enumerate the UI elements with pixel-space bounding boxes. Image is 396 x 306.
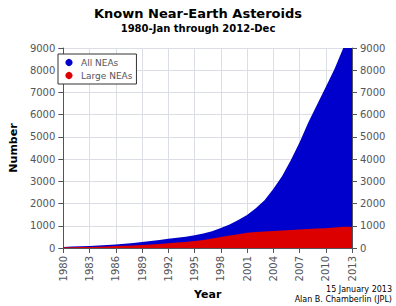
svg-text:3000: 3000: [30, 176, 55, 187]
svg-text:3000: 3000: [360, 176, 385, 187]
svg-text:8000: 8000: [30, 65, 55, 76]
svg-text:9000: 9000: [360, 43, 385, 54]
svg-text:Large NEAs: Large NEAs: [81, 71, 133, 81]
svg-text:0: 0: [49, 243, 55, 254]
svg-text:2000: 2000: [30, 198, 55, 209]
svg-text:Known Near-Earth Asteroids: Known Near-Earth Asteroids: [94, 6, 302, 21]
svg-text:15 January 2013: 15 January 2013: [326, 285, 392, 294]
svg-text:2004: 2004: [268, 256, 279, 281]
svg-text:7000: 7000: [30, 87, 55, 98]
svg-text:1000: 1000: [360, 220, 385, 231]
svg-text:9000: 9000: [30, 43, 55, 54]
svg-text:0: 0: [360, 243, 366, 254]
svg-text:2001: 2001: [242, 256, 253, 281]
svg-text:1995: 1995: [189, 256, 200, 281]
svg-text:1992: 1992: [163, 256, 174, 281]
svg-text:1980: 1980: [58, 256, 69, 281]
svg-text:2000: 2000: [360, 198, 385, 209]
svg-text:1989: 1989: [137, 256, 148, 281]
svg-text:6000: 6000: [360, 109, 385, 120]
svg-text:Alan B. Chamberlin (JPL): Alan B. Chamberlin (JPL): [295, 295, 392, 304]
svg-text:1983: 1983: [84, 256, 95, 281]
svg-text:Number: Number: [7, 123, 20, 173]
svg-text:5000: 5000: [360, 131, 385, 142]
svg-text:2010: 2010: [320, 256, 331, 281]
svg-text:5000: 5000: [30, 131, 55, 142]
svg-text:7000: 7000: [360, 87, 385, 98]
svg-text:6000: 6000: [30, 109, 55, 120]
svg-text:4000: 4000: [30, 154, 55, 165]
svg-text:All NEAs: All NEAs: [81, 58, 119, 68]
svg-text:2013: 2013: [347, 256, 358, 281]
svg-text:1980-Jan through 2012-Dec: 1980-Jan through 2012-Dec: [121, 23, 276, 34]
svg-text:1000: 1000: [30, 220, 55, 231]
svg-text:1998: 1998: [215, 256, 226, 281]
svg-text:4000: 4000: [360, 154, 385, 165]
svg-text:1986: 1986: [110, 256, 121, 281]
svg-text:2007: 2007: [294, 256, 305, 281]
svg-text:Year: Year: [193, 288, 222, 301]
svg-text:8000: 8000: [360, 65, 385, 76]
